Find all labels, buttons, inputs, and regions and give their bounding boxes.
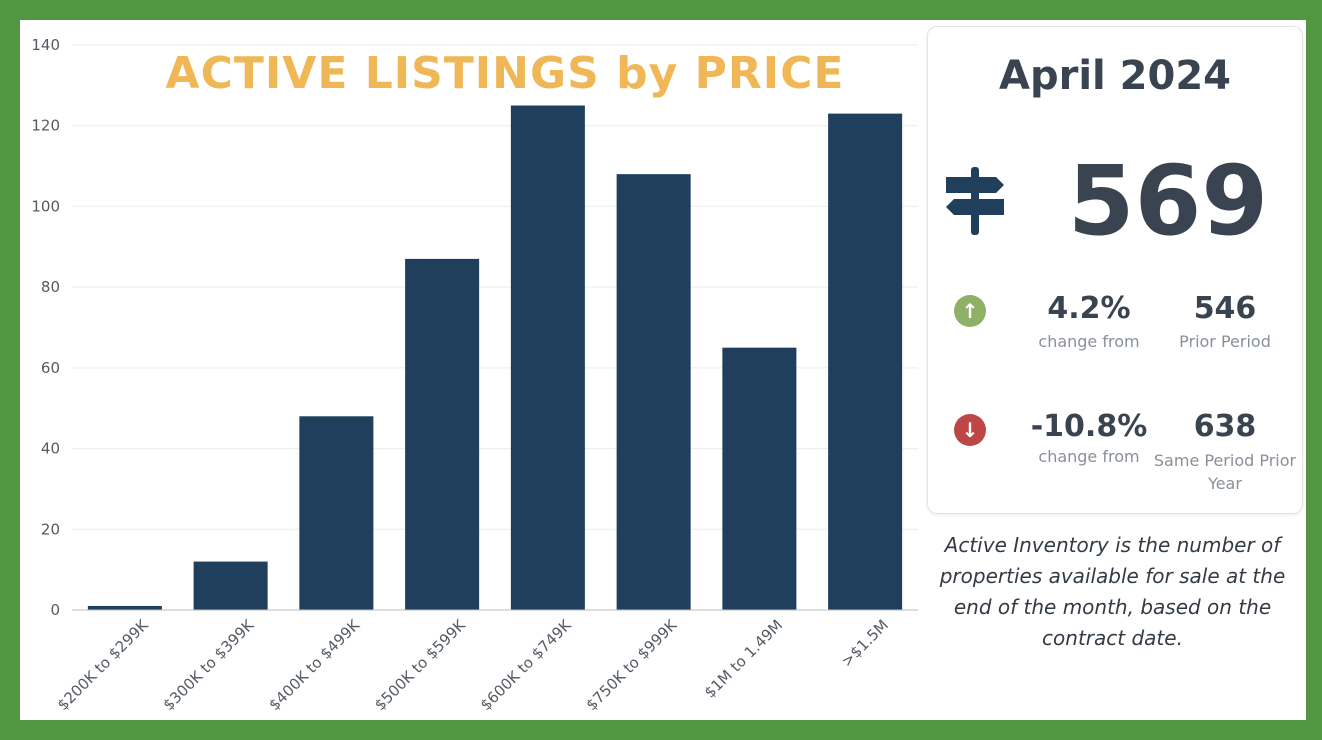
bar bbox=[510, 105, 585, 611]
bar bbox=[87, 605, 162, 610]
bars bbox=[87, 105, 903, 611]
chart-title: ACTIVE LISTINGS by PRICE bbox=[165, 48, 845, 99]
bar bbox=[299, 416, 374, 610]
y-tick-label: 0 bbox=[50, 601, 60, 619]
x-tick-label: $200K to $299K bbox=[54, 615, 153, 714]
y-tick-labels: 0 20 40 60 80 100 120 140 bbox=[31, 36, 60, 619]
x-tick-label: $400K to $499K bbox=[265, 615, 364, 714]
summary-card: April 2024 569 ↑ 4.2% change from 546 Pr… bbox=[927, 26, 1303, 514]
prior-period-value: 546 bbox=[1193, 291, 1257, 326]
y-tick-label: 140 bbox=[31, 36, 60, 54]
bar bbox=[722, 347, 797, 610]
y-tick-label: 120 bbox=[31, 117, 60, 135]
signpost-icon bbox=[946, 167, 1004, 235]
arrow-up-icon: ↑ bbox=[954, 295, 986, 327]
prior-period-change: 4.2% bbox=[1047, 291, 1131, 326]
prior-period-change-label: change from bbox=[1038, 332, 1140, 351]
prior-year-value: 638 bbox=[1193, 409, 1257, 444]
prior-year-change: -10.8% bbox=[1030, 409, 1148, 444]
bar bbox=[405, 258, 480, 610]
period-label: April 2024 bbox=[999, 53, 1231, 99]
gridlines bbox=[72, 44, 918, 530]
prior-year-label: Same Period Prior Year bbox=[1153, 451, 1297, 493]
x-tick-label: >$1.5M bbox=[838, 616, 892, 670]
arrow-down-icon: ↓ bbox=[954, 414, 986, 446]
prior-period-label: Prior Period bbox=[1179, 332, 1271, 351]
y-tick-label: 100 bbox=[31, 197, 60, 215]
x-tick-label: $600K to $749K bbox=[477, 615, 576, 714]
y-tick-label: 80 bbox=[41, 278, 60, 296]
y-tick-label: 60 bbox=[41, 359, 60, 377]
x-tick-label: $300K to $399K bbox=[159, 615, 258, 714]
footnote: Active Inventory is the number of proper… bbox=[939, 533, 1286, 650]
y-tick-label: 20 bbox=[41, 520, 60, 538]
prior-year-change-label: change from bbox=[1038, 447, 1140, 466]
x-tick-label: $1M to 1.49M bbox=[701, 616, 787, 702]
x-tick-label: $500K to $599K bbox=[371, 615, 470, 714]
y-tick-label: 40 bbox=[41, 440, 60, 458]
infographic: 0 20 40 60 80 100 120 140 $200K to $299K $300K t… bbox=[20, 20, 1306, 720]
x-tick-label: $750K to $999K bbox=[582, 615, 681, 714]
x-tick-labels: $200K to $299K $300K to $399K $400K to $49… bbox=[54, 615, 892, 714]
total-active-listings: 569 bbox=[1067, 145, 1269, 257]
bar bbox=[616, 174, 691, 610]
bar-chart: 0 20 40 60 80 100 120 140 $200K to $299K $300K t… bbox=[31, 36, 918, 714]
bar bbox=[193, 561, 268, 610]
bar bbox=[828, 113, 903, 610]
